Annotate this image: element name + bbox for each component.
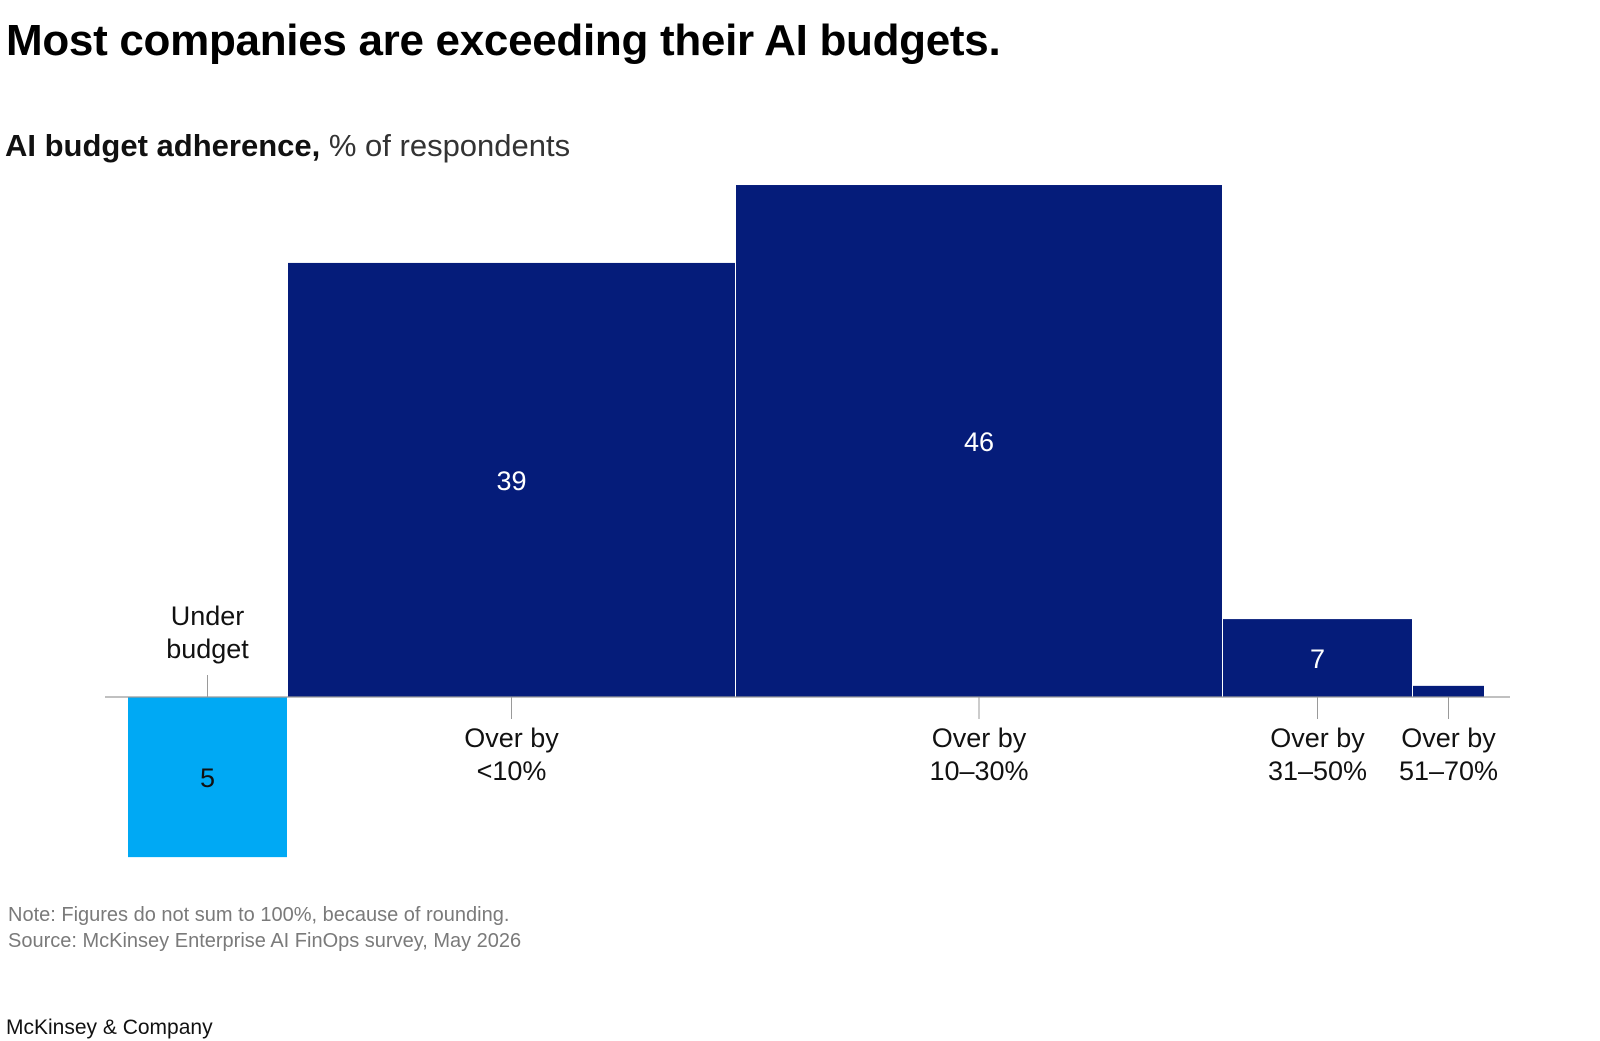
category-label-2-0: Over by <box>932 723 1027 753</box>
category-label-2-1: 10–30% <box>929 756 1028 786</box>
category-label-0-0: Under <box>171 601 245 631</box>
value-label-3: 7 <box>1310 644 1325 674</box>
value-label-4: 1 <box>1441 651 1456 681</box>
chart-title: Most companies are exceeding their AI bu… <box>6 16 1001 65</box>
category-label-1-1: <10% <box>477 756 547 786</box>
value-label-2: 46 <box>964 427 994 457</box>
brand-logo-text: McKinsey & Company <box>6 1016 213 1039</box>
footnote: Note: Figures do not sum to 100%, becaus… <box>8 902 521 954</box>
category-label-4-0: Over by <box>1401 723 1496 753</box>
category-label-1-0: Over by <box>464 723 559 753</box>
value-label-1: 39 <box>496 466 526 496</box>
bar-4 <box>1413 685 1484 697</box>
chart-subtitle: AI budget adherence, % of respondents <box>5 128 570 164</box>
category-label-0-1: budget <box>166 634 249 664</box>
subtitle-metric: AI budget adherence, <box>5 128 321 163</box>
value-label-0: 5 <box>200 763 215 793</box>
bar-0 <box>128 697 287 858</box>
category-label-3-0: Over by <box>1270 723 1365 753</box>
source-text: Source: McKinsey Enterprise AI FinOps su… <box>8 930 522 952</box>
bar-2 <box>736 185 1222 697</box>
bar-3 <box>1223 619 1412 697</box>
subtitle-unit: % of respondents <box>328 128 571 163</box>
bar-1 <box>288 262 735 697</box>
note-text: Note: Figures do not sum to 100%, becaus… <box>8 904 510 926</box>
category-label-3-1: 31–50% <box>1268 756 1367 786</box>
category-label-4-1: 51–70% <box>1399 756 1498 786</box>
